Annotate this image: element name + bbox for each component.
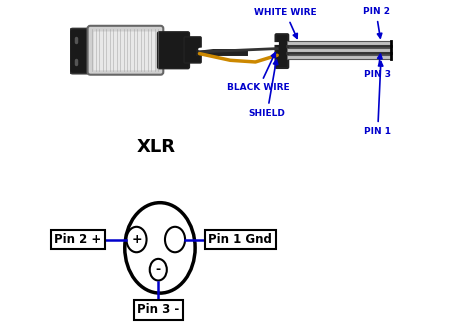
FancyBboxPatch shape [184, 37, 201, 63]
Ellipse shape [127, 227, 146, 252]
FancyBboxPatch shape [275, 34, 288, 68]
Text: PIN 3: PIN 3 [364, 54, 391, 79]
Text: SHIELD: SHIELD [249, 60, 286, 118]
Text: BLACK WIRE: BLACK WIRE [228, 53, 290, 92]
Text: PIN 1: PIN 1 [364, 62, 391, 136]
Text: XLR: XLR [137, 138, 176, 156]
FancyBboxPatch shape [94, 31, 156, 70]
Text: Pin 2 +: Pin 2 + [54, 233, 101, 246]
FancyBboxPatch shape [88, 26, 164, 75]
FancyBboxPatch shape [157, 32, 190, 69]
Text: PIN 2: PIN 2 [363, 7, 390, 38]
Ellipse shape [125, 203, 195, 293]
Text: Pin 3 -: Pin 3 - [137, 304, 179, 316]
Text: Pin 1 Gnd: Pin 1 Gnd [209, 233, 272, 246]
Text: -: - [156, 263, 161, 276]
Text: WHITE WIRE: WHITE WIRE [254, 8, 317, 38]
Text: +: + [131, 233, 142, 246]
Ellipse shape [165, 227, 185, 252]
FancyBboxPatch shape [70, 28, 95, 74]
Ellipse shape [150, 259, 167, 280]
